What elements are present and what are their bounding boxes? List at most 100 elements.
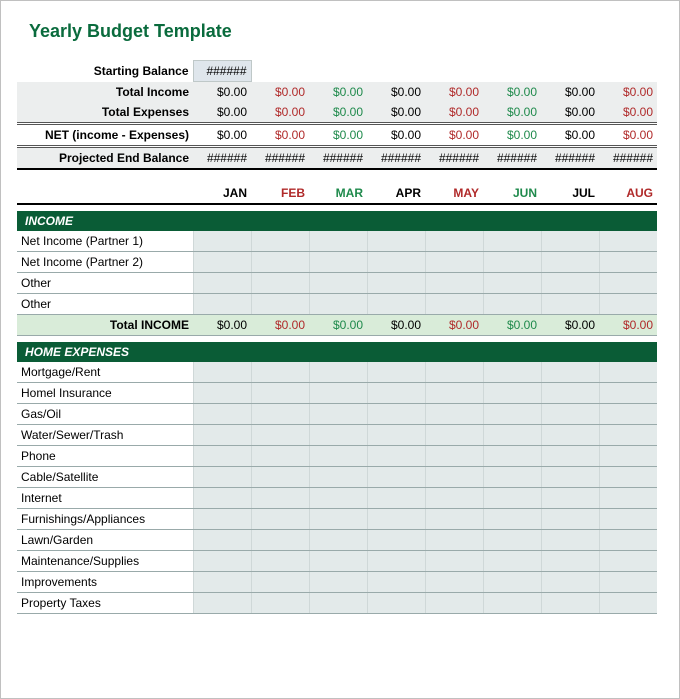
cell[interactable] [251, 551, 309, 572]
cell[interactable]: $0.00 [425, 102, 483, 124]
cell[interactable] [483, 404, 541, 425]
cell[interactable] [541, 467, 599, 488]
cell[interactable] [599, 593, 657, 614]
cell[interactable] [309, 362, 367, 383]
cell[interactable] [367, 231, 425, 252]
cell[interactable] [599, 572, 657, 593]
cell[interactable] [193, 294, 251, 315]
cell[interactable] [251, 488, 309, 509]
cell[interactable] [599, 252, 657, 273]
cell[interactable] [425, 425, 483, 446]
cell[interactable] [425, 383, 483, 404]
cell[interactable]: $0.00 [483, 82, 541, 103]
cell[interactable] [483, 509, 541, 530]
cell[interactable] [541, 530, 599, 551]
cell[interactable] [599, 404, 657, 425]
cell[interactable] [251, 446, 309, 467]
cell[interactable] [425, 446, 483, 467]
cell[interactable] [309, 467, 367, 488]
cell[interactable]: $0.00 [541, 102, 599, 124]
cell[interactable] [483, 231, 541, 252]
cell[interactable]: $0.00 [251, 102, 309, 124]
cell[interactable]: $0.00 [251, 315, 309, 336]
cell[interactable]: ###### [251, 147, 309, 170]
cell[interactable] [599, 425, 657, 446]
cell[interactable] [367, 425, 425, 446]
cell[interactable] [541, 252, 599, 273]
cell[interactable]: $0.00 [425, 124, 483, 147]
cell[interactable] [483, 446, 541, 467]
cell[interactable]: $0.00 [309, 124, 367, 147]
cell[interactable] [483, 467, 541, 488]
cell[interactable] [541, 273, 599, 294]
cell[interactable] [193, 509, 251, 530]
cell[interactable] [251, 273, 309, 294]
cell[interactable] [483, 362, 541, 383]
cell[interactable] [193, 252, 251, 273]
cell[interactable] [193, 404, 251, 425]
cell[interactable] [367, 509, 425, 530]
cell[interactable]: $0.00 [599, 124, 657, 147]
cell[interactable] [599, 446, 657, 467]
cell[interactable]: $0.00 [193, 102, 251, 124]
cell[interactable] [309, 252, 367, 273]
cell[interactable]: $0.00 [193, 82, 251, 103]
cell[interactable] [193, 467, 251, 488]
cell[interactable] [309, 572, 367, 593]
cell[interactable]: $0.00 [367, 124, 425, 147]
cell[interactable] [251, 404, 309, 425]
cell[interactable] [367, 362, 425, 383]
cell[interactable] [599, 362, 657, 383]
cell[interactable] [367, 488, 425, 509]
cell[interactable] [367, 294, 425, 315]
cell[interactable]: $0.00 [483, 102, 541, 124]
cell[interactable] [541, 572, 599, 593]
cell[interactable] [541, 425, 599, 446]
cell[interactable] [599, 294, 657, 315]
cell[interactable] [541, 231, 599, 252]
cell[interactable] [541, 551, 599, 572]
cell[interactable] [251, 572, 309, 593]
cell[interactable] [541, 509, 599, 530]
cell[interactable]: ###### [309, 147, 367, 170]
cell[interactable] [483, 488, 541, 509]
cell[interactable] [309, 404, 367, 425]
cell[interactable]: $0.00 [599, 315, 657, 336]
cell[interactable] [599, 467, 657, 488]
cell[interactable] [367, 551, 425, 572]
cell[interactable]: $0.00 [541, 315, 599, 336]
cell[interactable] [309, 231, 367, 252]
cell[interactable] [251, 509, 309, 530]
cell[interactable] [309, 446, 367, 467]
cell[interactable] [483, 273, 541, 294]
cell[interactable] [309, 273, 367, 294]
cell[interactable] [483, 425, 541, 446]
cell[interactable] [599, 551, 657, 572]
cell[interactable] [367, 572, 425, 593]
cell[interactable]: $0.00 [425, 82, 483, 103]
cell[interactable] [309, 509, 367, 530]
cell[interactable] [599, 509, 657, 530]
cell[interactable]: $0.00 [425, 315, 483, 336]
cell[interactable]: $0.00 [599, 82, 657, 103]
cell[interactable] [483, 551, 541, 572]
cell[interactable]: ###### [193, 147, 251, 170]
cell[interactable] [599, 488, 657, 509]
cell[interactable]: $0.00 [309, 315, 367, 336]
cell[interactable] [309, 593, 367, 614]
cell[interactable] [425, 404, 483, 425]
cell[interactable]: $0.00 [251, 124, 309, 147]
cell[interactable] [367, 446, 425, 467]
cell[interactable] [425, 593, 483, 614]
cell[interactable] [367, 530, 425, 551]
cell[interactable] [309, 530, 367, 551]
cell[interactable] [483, 572, 541, 593]
cell[interactable]: ###### [425, 147, 483, 170]
cell[interactable] [483, 252, 541, 273]
cell[interactable] [193, 231, 251, 252]
cell[interactable] [251, 425, 309, 446]
cell[interactable] [309, 425, 367, 446]
cell[interactable] [367, 273, 425, 294]
cell[interactable]: $0.00 [367, 82, 425, 103]
cell[interactable] [541, 488, 599, 509]
